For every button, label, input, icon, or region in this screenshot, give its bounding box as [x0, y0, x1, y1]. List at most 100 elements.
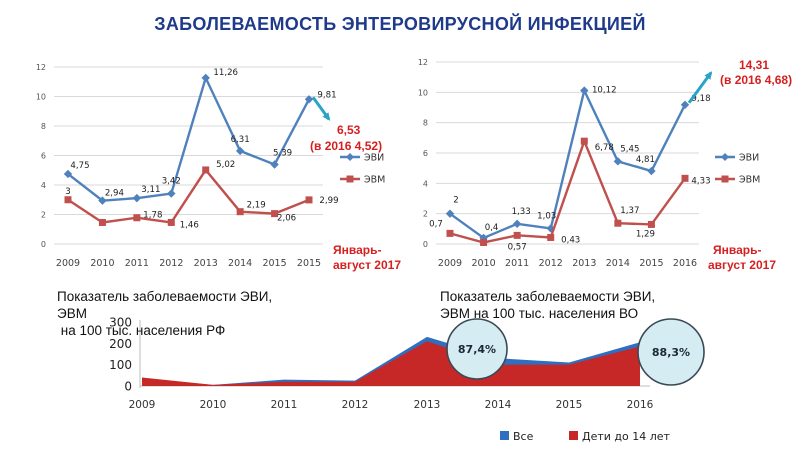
- left-trend-arrow: [311, 96, 331, 121]
- left-xtick-label: 2015: [297, 258, 321, 269]
- right-data-label: 1,03: [537, 211, 556, 221]
- left-ytick-label: 8: [41, 122, 46, 131]
- left-data-label: 2,06: [277, 214, 296, 224]
- left-data-label: 5,39: [273, 148, 292, 158]
- right-data-label: 4,81: [636, 155, 655, 165]
- right-trend-arrow: [687, 71, 713, 104]
- right-legend-label: ЭВИ: [739, 153, 759, 164]
- left-evm-point: [305, 196, 313, 204]
- left-legend-marker-evi: [346, 153, 354, 161]
- left-ytick-label: 10: [36, 93, 46, 102]
- right-trend-arrowhead: [704, 71, 713, 80]
- right-evi-point: [479, 233, 488, 243]
- left-note-prev: (в 2016 4,52): [310, 139, 383, 153]
- left-evi-point: [132, 193, 142, 203]
- bottom-legend-swatch-children: [569, 431, 578, 440]
- right-xtick-label: 2011: [505, 258, 529, 269]
- left-xtick-label: 2012: [159, 258, 183, 269]
- left-data-label: 2,94: [105, 189, 124, 199]
- right-ytick-label: 8: [423, 119, 428, 128]
- left-evi-point: [270, 160, 279, 169]
- right-xtick-label: 2009: [438, 258, 462, 269]
- bottom-ytick-label: 100: [109, 358, 132, 372]
- right-data-label: 2: [453, 196, 458, 206]
- right-data-label: 1,37: [620, 206, 639, 216]
- left-data-label: 5,02: [216, 160, 235, 170]
- left-evi-point: [235, 146, 245, 156]
- right-evm-point: [480, 238, 488, 246]
- left-evi-point: [63, 169, 73, 179]
- left-data-label: 9,81: [317, 90, 336, 100]
- right-evi-point: [613, 157, 623, 166]
- bottom-xtick-label: 2009: [129, 399, 156, 411]
- left-xtick-label: 2009: [56, 258, 80, 269]
- left-period-line1: Январь-: [333, 243, 382, 257]
- right-xtick-label: 2013: [572, 258, 596, 269]
- left-data-label: 1,46: [180, 220, 199, 230]
- right-ytick-label: 6: [423, 149, 428, 158]
- right-ytick-label: 2: [423, 210, 428, 219]
- left-ytick-label: 0: [41, 240, 46, 249]
- left-evm-point: [271, 210, 279, 218]
- left-xtick-label: 2014: [228, 258, 252, 269]
- left-data-label: 2,19: [247, 201, 266, 211]
- bottom-area-children: [142, 341, 640, 386]
- right-evi-point: [580, 86, 589, 95]
- bottom-annotation-label: 88,3%: [652, 346, 690, 359]
- right-evm-point: [681, 174, 689, 182]
- right-evi-point: [680, 100, 690, 109]
- right-data-label: 0,7: [429, 219, 443, 229]
- right-legend-marker-evm: [721, 175, 729, 183]
- left-evi-point: [167, 189, 176, 198]
- right-evi-point: [445, 209, 455, 218]
- left-evi-point: [304, 95, 314, 104]
- bottom-xtick-label: 2016: [627, 399, 654, 411]
- left-caption-line1: Показатель заболеваемости ЭВИ,: [57, 289, 273, 304]
- right-legend-label: ЭВМ: [739, 175, 760, 186]
- right-period-line2: август 2017: [708, 258, 777, 272]
- bottom-area-all: [142, 336, 640, 386]
- bottom-xtick-label: 2014: [485, 399, 512, 411]
- right-data-label: 6,78: [595, 143, 614, 153]
- left-ytick-label: 4: [41, 181, 46, 190]
- right-evm-point: [513, 231, 521, 239]
- left-evm-point: [202, 166, 210, 174]
- right-data-label: 1,33: [512, 207, 531, 217]
- left-legend-label: ЭВИ: [364, 153, 384, 164]
- right-period-line1: Январь-: [713, 243, 762, 257]
- left-data-label: 1,78: [143, 211, 162, 221]
- bottom-xtick-label: 2013: [414, 399, 441, 411]
- left-data-label: 11,26: [213, 68, 238, 78]
- right-legend-marker-evi: [721, 153, 729, 161]
- right-evi-point: [647, 166, 656, 176]
- left-data-label: 3,42: [162, 177, 181, 187]
- bottom-annotation-circle: [637, 318, 705, 386]
- left-ytick-label: 6: [41, 152, 46, 161]
- right-data-label: 0,57: [508, 242, 527, 252]
- right-evi-point: [546, 224, 555, 233]
- left-ytick-label: 12: [36, 63, 46, 72]
- right-evm-point: [580, 137, 588, 145]
- left-data-label: 3: [65, 187, 70, 197]
- left-data-label: 4,75: [70, 161, 89, 171]
- right-evm-point: [614, 219, 622, 227]
- right-evm-point: [547, 233, 555, 241]
- bottom-legend-swatch-all: [500, 431, 509, 440]
- right-note-value: 14,31: [739, 58, 770, 72]
- right-caption-line1: Показатель заболеваемости ЭВИ,: [440, 289, 656, 304]
- left-caption-line3: на 100 тыс. населения РФ: [57, 323, 226, 338]
- right-series-line-evm: [449, 137, 686, 244]
- left-trend-arrowhead: [322, 112, 331, 121]
- left-evm-point: [64, 196, 72, 204]
- left-evm-point: [133, 214, 141, 222]
- left-xtick-label: 2013: [194, 258, 218, 269]
- left-data-label: 6,31: [231, 135, 250, 145]
- bottom-xtick-label: 2015: [556, 399, 583, 411]
- left-xtick-label: 2015: [262, 258, 286, 269]
- right-data-label: 10,12: [592, 86, 617, 96]
- right-xtick-label: 2010: [471, 258, 495, 269]
- right-data-label: 9,18: [691, 94, 710, 104]
- left-series-line-evi: [67, 74, 311, 202]
- left-series-line-evm: [67, 167, 310, 224]
